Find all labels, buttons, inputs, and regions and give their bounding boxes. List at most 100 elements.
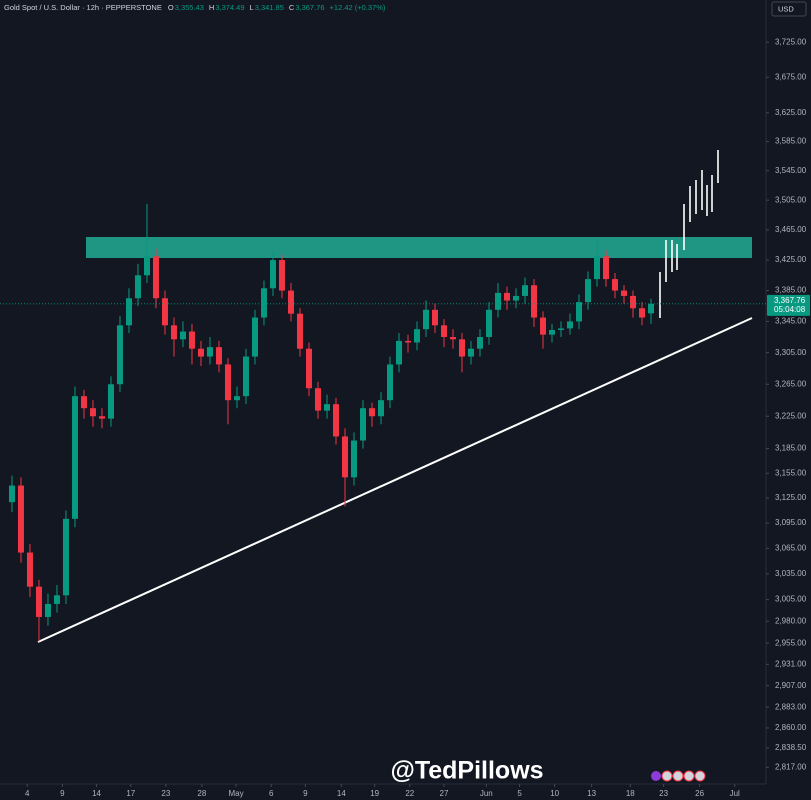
candle-body — [422, 309, 429, 330]
candle-body — [134, 275, 141, 299]
candle-body — [179, 331, 186, 340]
candle-body — [431, 309, 438, 326]
x-tick-label: May — [229, 789, 244, 798]
x-tick-label: 22 — [405, 789, 414, 798]
x-tick-label: 23 — [161, 789, 170, 798]
candle-body — [107, 384, 114, 419]
x-tick-label: 5 — [517, 789, 522, 798]
y-tick-label: 3,035.00 — [775, 569, 807, 578]
projection-bars — [659, 150, 719, 318]
candle-body — [485, 309, 492, 337]
candle-body — [341, 436, 348, 478]
candle-body — [449, 336, 456, 340]
candle-body — [567, 321, 573, 329]
countdown-label: 05:04:08 — [774, 305, 806, 314]
y-tick-label: 2,955.00 — [775, 638, 807, 647]
y-tick-label: 3,225.00 — [775, 411, 807, 420]
y-tick-label: 2,860.00 — [775, 723, 807, 732]
candle-body — [224, 364, 231, 401]
candle-body — [594, 256, 601, 280]
x-tick-label: 27 — [440, 789, 449, 798]
ohlc-value: 3,367.76 — [295, 3, 324, 12]
candle-body — [26, 552, 33, 587]
x-tick-label: 10 — [550, 789, 559, 798]
event-icon — [683, 770, 695, 782]
candle-body — [206, 347, 213, 357]
x-tick-label: 28 — [197, 789, 206, 798]
x-tick-label: 14 — [337, 789, 346, 798]
candle-body — [539, 317, 546, 335]
candle-body — [603, 256, 610, 280]
candle-body — [251, 317, 258, 357]
x-tick-label: 23 — [659, 789, 668, 798]
candle-body — [404, 340, 411, 343]
candle-body — [98, 416, 105, 419]
y-tick-label: 3,305.00 — [775, 348, 807, 357]
x-tick-label: 4 — [25, 789, 30, 798]
candle-body — [386, 364, 393, 401]
ohlc-values: O 3,355.43 H 3,374.49 L 3,341.85 C 3,367.76 +12.… — [168, 3, 386, 12]
candles — [8, 203, 655, 642]
last-price-label: 3,367.76 — [774, 296, 806, 305]
watermark: @TedPillows — [390, 757, 543, 785]
ohlc-value: 3,341.85 — [255, 3, 284, 12]
candle-body — [143, 256, 150, 276]
candle-body — [170, 325, 177, 340]
candle-body — [521, 285, 528, 296]
x-tick-label: Jun — [480, 789, 493, 798]
candle-body — [323, 404, 330, 411]
candle-body — [188, 331, 195, 349]
x-tick-label: 18 — [626, 789, 635, 798]
currency-label[interactable]: USD — [778, 4, 794, 13]
candle-body — [296, 313, 303, 349]
ohlc-key: H — [209, 3, 214, 12]
x-tick-label: 13 — [587, 789, 596, 798]
candle-body — [44, 603, 51, 617]
candle-body — [35, 586, 42, 617]
y-tick-label: 3,385.00 — [775, 286, 807, 295]
currency-button[interactable] — [771, 1, 807, 17]
event-icons — [651, 770, 706, 782]
y-tick-label: 3,065.00 — [775, 543, 807, 552]
candle-body — [503, 292, 510, 301]
y-tick-label: 3,155.00 — [775, 468, 807, 477]
candle-body — [332, 404, 339, 437]
candle-body — [215, 347, 222, 365]
y-tick-label: 2,980.00 — [775, 616, 807, 625]
candle-body — [530, 285, 537, 318]
trend-line — [37, 317, 753, 643]
candle-body — [260, 288, 267, 318]
resistance-zone — [86, 237, 752, 258]
candle-body — [125, 298, 132, 326]
y-tick-label: 3,505.00 — [775, 195, 807, 204]
y-tick-label: 3,095.00 — [775, 518, 807, 527]
y-tick-label: 3,585.00 — [775, 137, 807, 146]
x-tick-label: 9 — [303, 789, 308, 798]
candle-body — [278, 260, 285, 291]
candle-body — [116, 325, 123, 385]
candle-body — [639, 308, 646, 318]
y-tick-label: 2,883.00 — [775, 702, 807, 711]
y-tick-label: 3,625.00 — [775, 108, 807, 117]
candle-body — [368, 408, 375, 417]
ohlc-value: 3,374.49 — [215, 3, 244, 12]
candle-body — [413, 329, 420, 343]
candle-body — [233, 396, 240, 401]
candle-body — [314, 388, 321, 411]
candle-body — [557, 328, 564, 330]
last-price-box — [767, 294, 810, 316]
x-tick-label: 6 — [269, 789, 274, 798]
candle-body — [648, 303, 655, 314]
candle-body — [89, 408, 96, 417]
candle-body — [8, 485, 15, 503]
candle-body — [395, 340, 402, 365]
x-tick-label: 17 — [126, 789, 135, 798]
candle-body — [269, 260, 276, 289]
candle-body — [440, 325, 447, 337]
y-tick-label: 3,725.00 — [775, 37, 807, 46]
event-icon — [694, 770, 706, 782]
ohlc-key: C — [289, 3, 295, 12]
candle-body — [161, 298, 168, 326]
x-tick-label: 9 — [60, 789, 65, 798]
